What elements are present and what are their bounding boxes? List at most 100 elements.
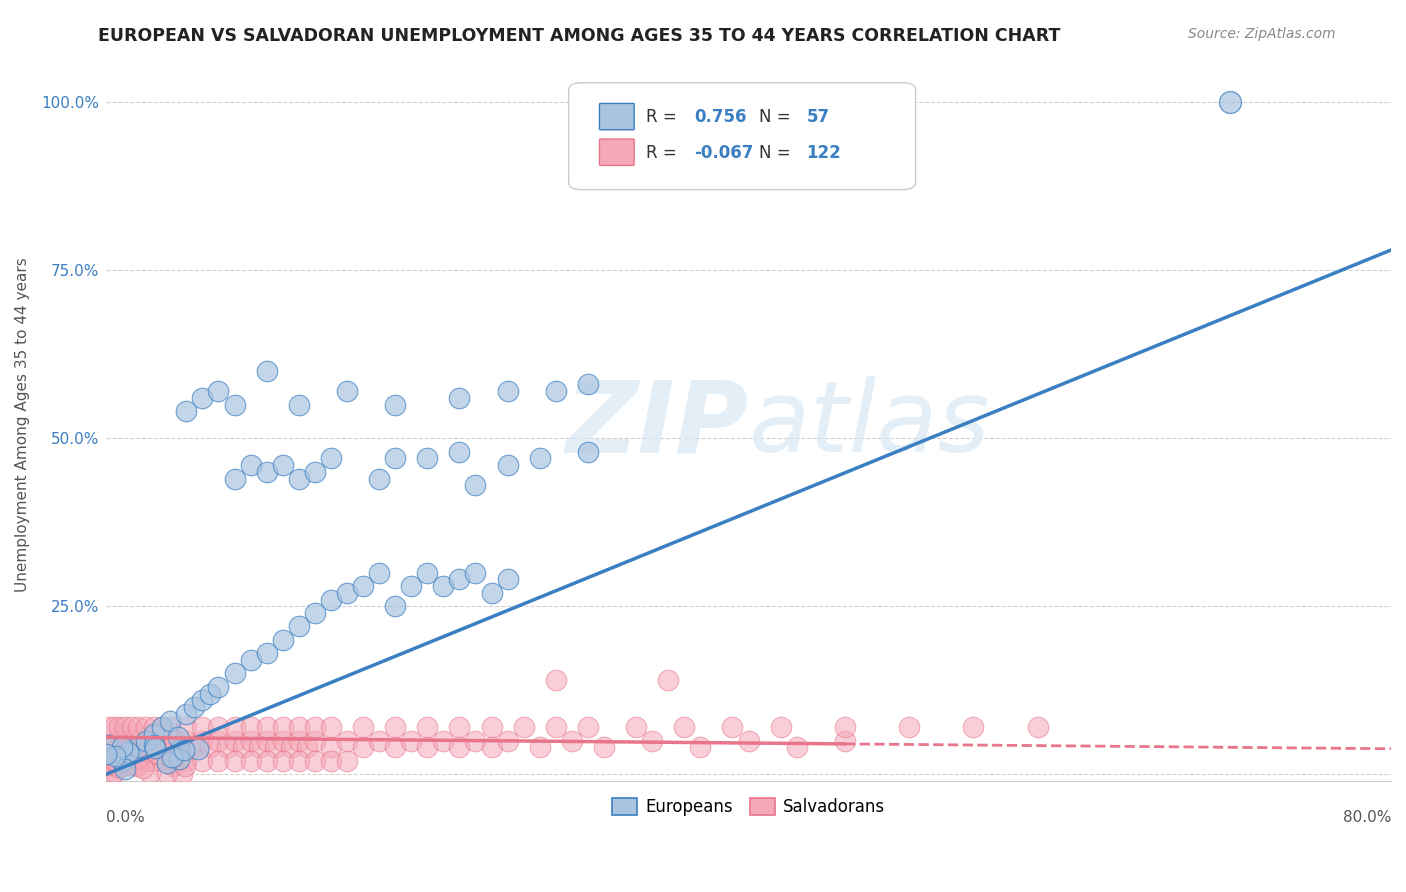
- Text: 80.0%: 80.0%: [1343, 810, 1391, 824]
- Point: [263, 740, 285, 755]
- FancyBboxPatch shape: [599, 103, 634, 130]
- Point: [449, 720, 471, 734]
- Point: [127, 754, 149, 768]
- Point: [103, 754, 125, 768]
- Legend: Europeans, Salvadorans: Europeans, Salvadorans: [606, 791, 891, 822]
- Point: [115, 752, 138, 766]
- Point: [449, 391, 471, 405]
- Point: [769, 720, 792, 734]
- Point: [166, 747, 188, 761]
- Point: [159, 751, 181, 765]
- Point: [207, 680, 229, 694]
- Point: [256, 720, 278, 734]
- Point: [368, 733, 391, 747]
- Point: [689, 740, 711, 755]
- Point: [191, 720, 214, 734]
- Point: [160, 751, 183, 765]
- Point: [416, 451, 439, 466]
- Point: [169, 740, 191, 755]
- Point: [120, 754, 142, 768]
- Point: [118, 744, 141, 758]
- Point: [135, 733, 157, 747]
- Point: [224, 733, 246, 747]
- Point: [399, 733, 422, 747]
- Point: [103, 749, 125, 764]
- Point: [160, 749, 183, 764]
- Point: [737, 733, 759, 747]
- Point: [98, 720, 121, 734]
- Point: [170, 766, 193, 780]
- Point: [384, 740, 406, 755]
- Point: [167, 731, 190, 745]
- Point: [111, 754, 134, 768]
- Point: [176, 754, 198, 768]
- Point: [288, 398, 311, 412]
- Point: [544, 384, 567, 399]
- Text: R =: R =: [645, 144, 682, 161]
- Y-axis label: Unemployment Among Ages 35 to 44 years: Unemployment Among Ages 35 to 44 years: [15, 258, 30, 592]
- Point: [156, 756, 179, 770]
- Point: [481, 740, 503, 755]
- Point: [561, 733, 583, 747]
- Point: [165, 733, 187, 747]
- Text: atlas: atlas: [748, 376, 990, 474]
- Point: [104, 765, 127, 780]
- Point: [153, 733, 176, 747]
- Point: [103, 754, 125, 768]
- Point: [529, 451, 551, 466]
- Point: [657, 673, 679, 688]
- Point: [125, 759, 148, 773]
- Point: [121, 751, 143, 765]
- Point: [207, 733, 229, 747]
- Point: [352, 579, 374, 593]
- Point: [288, 754, 311, 768]
- Point: [150, 720, 173, 734]
- Point: [167, 753, 190, 767]
- Point: [111, 754, 134, 768]
- Text: Source: ZipAtlas.com: Source: ZipAtlas.com: [1188, 27, 1336, 41]
- Point: [416, 566, 439, 580]
- Point: [187, 742, 209, 756]
- Point: [1219, 95, 1241, 109]
- Text: 0.756: 0.756: [695, 108, 747, 126]
- Point: [384, 398, 406, 412]
- Point: [280, 740, 302, 755]
- Point: [544, 673, 567, 688]
- Point: [96, 747, 118, 761]
- Point: [247, 740, 270, 755]
- Point: [174, 759, 197, 773]
- Point: [108, 756, 131, 770]
- FancyBboxPatch shape: [599, 139, 634, 165]
- Point: [135, 733, 157, 747]
- Point: [98, 758, 121, 772]
- Point: [449, 740, 471, 755]
- Point: [512, 720, 534, 734]
- Point: [319, 754, 342, 768]
- Point: [176, 706, 198, 721]
- Point: [114, 733, 136, 747]
- Point: [176, 404, 198, 418]
- Point: [176, 720, 198, 734]
- Point: [143, 754, 166, 768]
- Point: [464, 733, 486, 747]
- Point: [496, 573, 519, 587]
- Point: [898, 720, 921, 734]
- Point: [163, 750, 186, 764]
- Point: [160, 756, 183, 770]
- Point: [108, 720, 131, 734]
- Point: [127, 740, 149, 755]
- Point: [224, 666, 246, 681]
- Point: [114, 762, 136, 776]
- Point: [176, 733, 198, 747]
- Point: [145, 741, 167, 756]
- Point: [432, 733, 454, 747]
- Point: [207, 754, 229, 768]
- Point: [120, 740, 142, 755]
- Point: [464, 478, 486, 492]
- Point: [256, 646, 278, 660]
- Point: [352, 720, 374, 734]
- Point: [271, 754, 294, 768]
- Point: [145, 747, 167, 761]
- Point: [256, 465, 278, 479]
- Point: [117, 746, 139, 760]
